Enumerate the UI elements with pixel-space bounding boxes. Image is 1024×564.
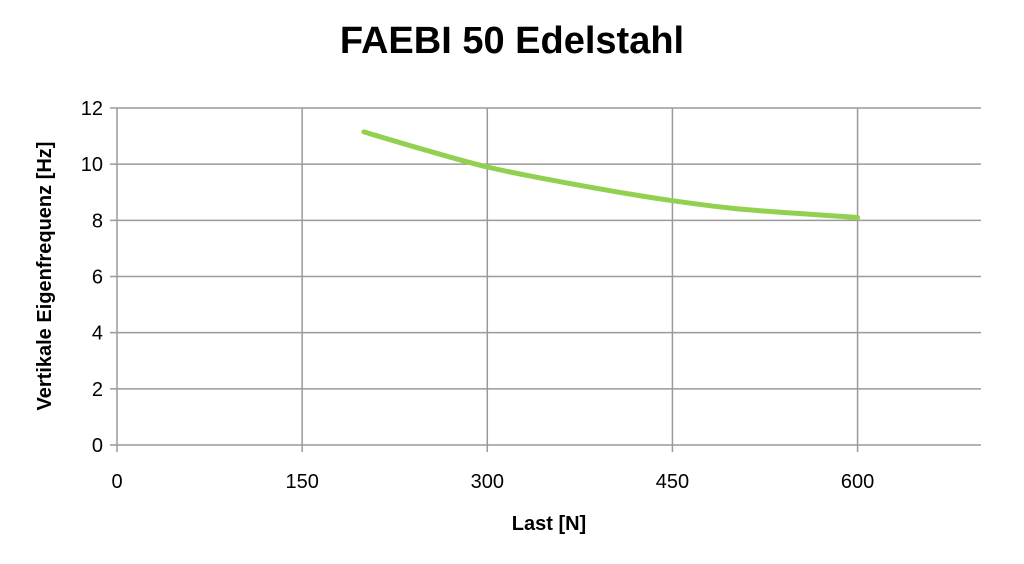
chart-title: FAEBI 50 Edelstahl xyxy=(339,20,685,62)
y-tick-label: 6 xyxy=(92,267,103,289)
x-axis-label: Last [N] xyxy=(512,513,586,535)
y-tick-labels: 0 2 4 6 8 10 12 xyxy=(81,98,103,457)
x-tick-label: 450 xyxy=(656,471,689,493)
series-line xyxy=(361,129,861,220)
y-tick-label: 2 xyxy=(92,379,103,401)
y-tick-label: 8 xyxy=(92,210,103,232)
series-group xyxy=(361,129,861,220)
x-tick-label: 0 xyxy=(111,471,122,493)
x-tick-label: 600 xyxy=(841,471,874,493)
y-axis-label: Vertikale Eigenfrequenz [Hz] xyxy=(34,142,56,411)
y-tick-label: 0 xyxy=(92,435,103,457)
y-tick-label: 10 xyxy=(81,154,103,176)
grid xyxy=(110,107,981,452)
x-tick-labels: 0 150 300 450 600 xyxy=(111,471,874,493)
y-tick-label: 12 xyxy=(81,98,103,120)
y-tick-label: 4 xyxy=(92,323,103,345)
x-tick-label: 150 xyxy=(285,471,318,493)
x-tick-label: 300 xyxy=(471,471,504,493)
